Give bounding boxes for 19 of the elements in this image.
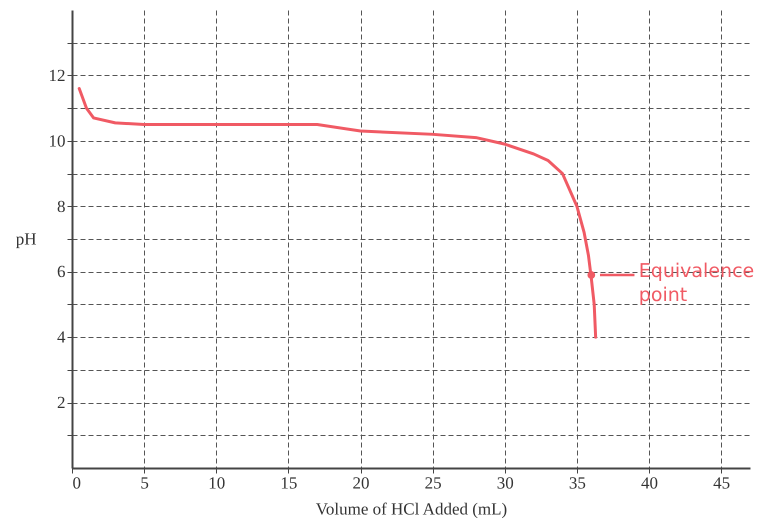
line-series bbox=[78, 87, 598, 339]
y-tick-label: 4 bbox=[57, 328, 66, 347]
x-tick-label: 10 bbox=[208, 474, 226, 492]
x-tick-label: 45 bbox=[713, 474, 730, 492]
x-tick-label: 40 bbox=[641, 474, 658, 492]
x-tick-label: 20 bbox=[352, 474, 370, 492]
x-tick-label: 35 bbox=[568, 474, 586, 492]
y-tick-label: 2 bbox=[57, 393, 66, 412]
y-tick-label: 8 bbox=[57, 196, 66, 216]
y-tick-label: 12 bbox=[48, 66, 66, 85]
y-tick-label: 10 bbox=[48, 131, 66, 150]
y-tick-label: 6 bbox=[57, 262, 66, 282]
x-tick-label: 5 bbox=[140, 474, 149, 492]
x-tick-label: 15 bbox=[280, 474, 298, 492]
x-axis-title: Volume of HCl Added (mL) bbox=[316, 500, 508, 518]
x-tick-label: 25 bbox=[424, 474, 442, 492]
y-axis-title: pH bbox=[16, 230, 36, 248]
x-tick-label: 30 bbox=[496, 474, 514, 492]
x-tick-label: 0 bbox=[72, 474, 81, 492]
